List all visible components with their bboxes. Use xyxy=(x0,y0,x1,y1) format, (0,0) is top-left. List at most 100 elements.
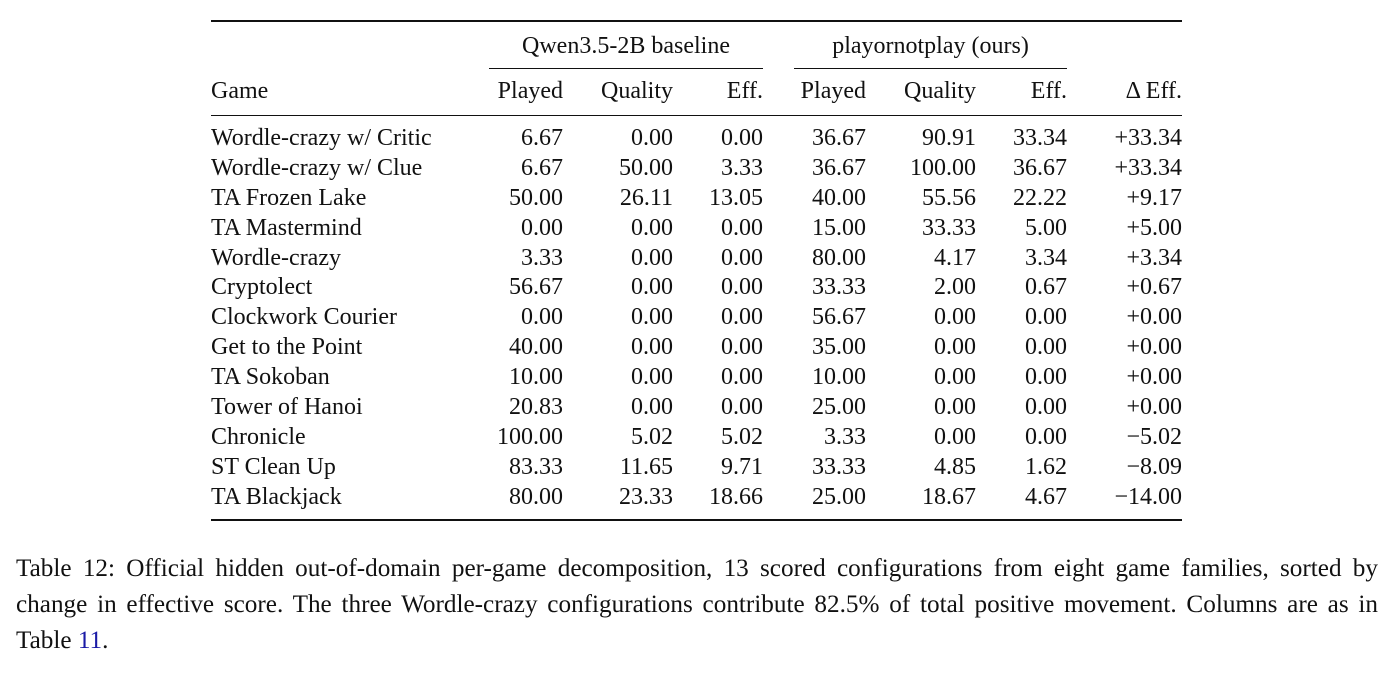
cell-baseline-played: 10.00 xyxy=(509,364,563,391)
cell-baseline-played: 20.83 xyxy=(509,394,563,421)
cell-ours-played: 3.33 xyxy=(824,423,866,450)
group-rule-ours xyxy=(794,68,1067,69)
col-header-baseline-quality: Quality xyxy=(601,78,673,104)
cell-baseline-quality: 0.00 xyxy=(631,214,673,241)
table-reference-link[interactable]: 11 xyxy=(77,627,103,654)
col-header-baseline-played: Played xyxy=(497,78,563,104)
cell-ours-eff: 5.00 xyxy=(1025,214,1067,241)
cell-ours-eff: 1.62 xyxy=(1025,453,1067,480)
cell-ours-played: 15.00 xyxy=(812,214,866,241)
cell-baseline-quality: 0.00 xyxy=(631,125,673,151)
cell-ours-quality: 0.00 xyxy=(934,423,976,450)
col-header-delta-eff: Δ Eff. xyxy=(1125,78,1182,104)
cell-baseline-played: 6.67 xyxy=(521,154,563,181)
cell-baseline-quality: 26.11 xyxy=(619,184,673,211)
cell-ours-eff: 36.67 xyxy=(1013,154,1067,181)
cell-game: Chronicle xyxy=(211,423,306,450)
cell-game: TA Sokoban xyxy=(211,364,330,391)
group-rule-baseline xyxy=(489,68,763,69)
cell-baseline-played: 80.00 xyxy=(509,483,563,510)
cell-ours-played: 25.00 xyxy=(812,483,866,510)
cell-game: TA Mastermind xyxy=(211,214,362,241)
cell-ours-quality: 0.00 xyxy=(934,334,976,361)
col-header-baseline-eff: Eff. xyxy=(726,78,763,104)
cell-delta-eff: +0.00 xyxy=(1126,394,1182,421)
cell-baseline-eff: 0.00 xyxy=(721,274,763,301)
table-bottom-rule xyxy=(211,519,1182,521)
col-header-game: Game xyxy=(211,78,269,104)
cell-baseline-eff: 0.00 xyxy=(721,334,763,361)
cell-ours-quality: 0.00 xyxy=(934,394,976,421)
table-row: TA Frozen Lake 50.00 26.11 13.05 40.00 55.56 2… xyxy=(211,183,1182,213)
col-header-ours-played: Played xyxy=(800,78,866,104)
cell-baseline-played: 0.00 xyxy=(521,214,563,241)
cell-delta-eff: +9.17 xyxy=(1126,184,1182,211)
table-row: Cryptolect 56.67 0.00 0.00 33.33 2.00 0.67 +0.6… xyxy=(211,272,1182,302)
cell-ours-eff: 0.00 xyxy=(1025,334,1067,361)
cell-baseline-eff: 9.71 xyxy=(721,453,763,480)
cell-baseline-eff: 0.00 xyxy=(721,394,763,421)
cell-ours-eff: 0.00 xyxy=(1025,364,1067,391)
cell-ours-eff: 0.00 xyxy=(1025,423,1067,450)
group-header-baseline: Qwen3.5-2B baseline xyxy=(522,33,730,59)
cell-baseline-quality: 50.00 xyxy=(619,154,673,181)
cell-baseline-played: 40.00 xyxy=(509,334,563,361)
cell-ours-played: 36.67 xyxy=(812,125,866,151)
table-caption: Table 12: Official hidden out-of-domain … xyxy=(16,551,1378,659)
cell-ours-eff: 0.00 xyxy=(1025,394,1067,421)
caption-text: Table 12: Official hidden out-of-domain … xyxy=(16,555,1378,654)
cell-ours-eff: 33.34 xyxy=(1013,125,1067,151)
cell-game: TA Blackjack xyxy=(211,483,342,510)
cell-ours-quality: 4.17 xyxy=(934,244,976,271)
group-header-ours: playornotplay (ours) xyxy=(832,33,1029,59)
cell-baseline-eff: 5.02 xyxy=(721,423,763,450)
cell-ours-quality: 2.00 xyxy=(934,274,976,301)
table-row: Tower of Hanoi 20.83 0.00 0.00 25.00 0.00 0.00… xyxy=(211,392,1182,422)
cell-baseline-eff: 0.00 xyxy=(721,304,763,331)
cell-delta-eff: −14.00 xyxy=(1114,483,1182,510)
cell-delta-eff: −5.02 xyxy=(1126,423,1182,450)
cell-ours-played: 10.00 xyxy=(812,364,866,391)
cell-ours-played: 33.33 xyxy=(812,274,866,301)
table-row: Wordle-crazy w/ Critic 6.67 0.00 0.00 36.67 9… xyxy=(211,123,1182,153)
cell-ours-eff: 3.34 xyxy=(1025,244,1067,271)
col-header-ours-quality: Quality xyxy=(904,78,976,104)
table-row: Get to the Point 40.00 0.00 0.00 35.00 0.00 0.… xyxy=(211,332,1182,362)
cell-baseline-played: 0.00 xyxy=(521,304,563,331)
table-row: Clockwork Courier 0.00 0.00 0.00 56.67 0.00 0.… xyxy=(211,302,1182,332)
cell-delta-eff: +33.34 xyxy=(1114,154,1182,181)
cell-delta-eff: +5.00 xyxy=(1126,214,1182,241)
cell-game: Tower of Hanoi xyxy=(211,394,363,421)
cell-ours-played: 40.00 xyxy=(812,184,866,211)
cell-baseline-quality: 0.00 xyxy=(631,244,673,271)
cell-baseline-played: 3.33 xyxy=(521,244,563,271)
cell-ours-played: 25.00 xyxy=(812,394,866,421)
cell-game: ST Clean Up xyxy=(211,453,336,480)
cell-baseline-played: 100.00 xyxy=(497,423,563,450)
cell-baseline-quality: 0.00 xyxy=(631,394,673,421)
cell-baseline-quality: 5.02 xyxy=(631,423,673,450)
cell-delta-eff: +0.00 xyxy=(1126,364,1182,391)
cell-game: TA Frozen Lake xyxy=(211,184,367,211)
cell-ours-played: 80.00 xyxy=(812,244,866,271)
cell-ours-played: 33.33 xyxy=(812,453,866,480)
cell-game: Cryptolect xyxy=(211,274,313,301)
cell-ours-eff: 0.00 xyxy=(1025,304,1067,331)
cell-baseline-eff: 0.00 xyxy=(721,214,763,241)
table-row: ST Clean Up 83.33 11.65 9.71 33.33 4.85 1.62 −8… xyxy=(211,452,1182,482)
cell-ours-quality: 100.00 xyxy=(910,154,976,181)
table-row: Wordle-crazy w/ Clue 6.67 50.00 3.33 36.67 10… xyxy=(211,153,1182,183)
cell-ours-eff: 0.67 xyxy=(1025,274,1067,301)
cell-delta-eff: +3.34 xyxy=(1126,244,1182,271)
cell-ours-quality: 18.67 xyxy=(922,483,976,510)
table-top-rule xyxy=(211,20,1182,22)
cell-baseline-eff: 0.00 xyxy=(721,364,763,391)
cell-ours-quality: 90.91 xyxy=(922,125,976,151)
cell-ours-played: 36.67 xyxy=(812,154,866,181)
cell-ours-played: 35.00 xyxy=(812,334,866,361)
cell-baseline-quality: 0.00 xyxy=(631,304,673,331)
cell-delta-eff: +0.00 xyxy=(1126,334,1182,361)
table-row: TA Mastermind 0.00 0.00 0.00 15.00 33.33 5.00 +… xyxy=(211,213,1182,243)
table-row: Wordle-crazy 3.33 0.00 0.00 80.00 4.17 3.34 +3.… xyxy=(211,243,1182,273)
cell-ours-quality: 55.56 xyxy=(922,184,976,211)
